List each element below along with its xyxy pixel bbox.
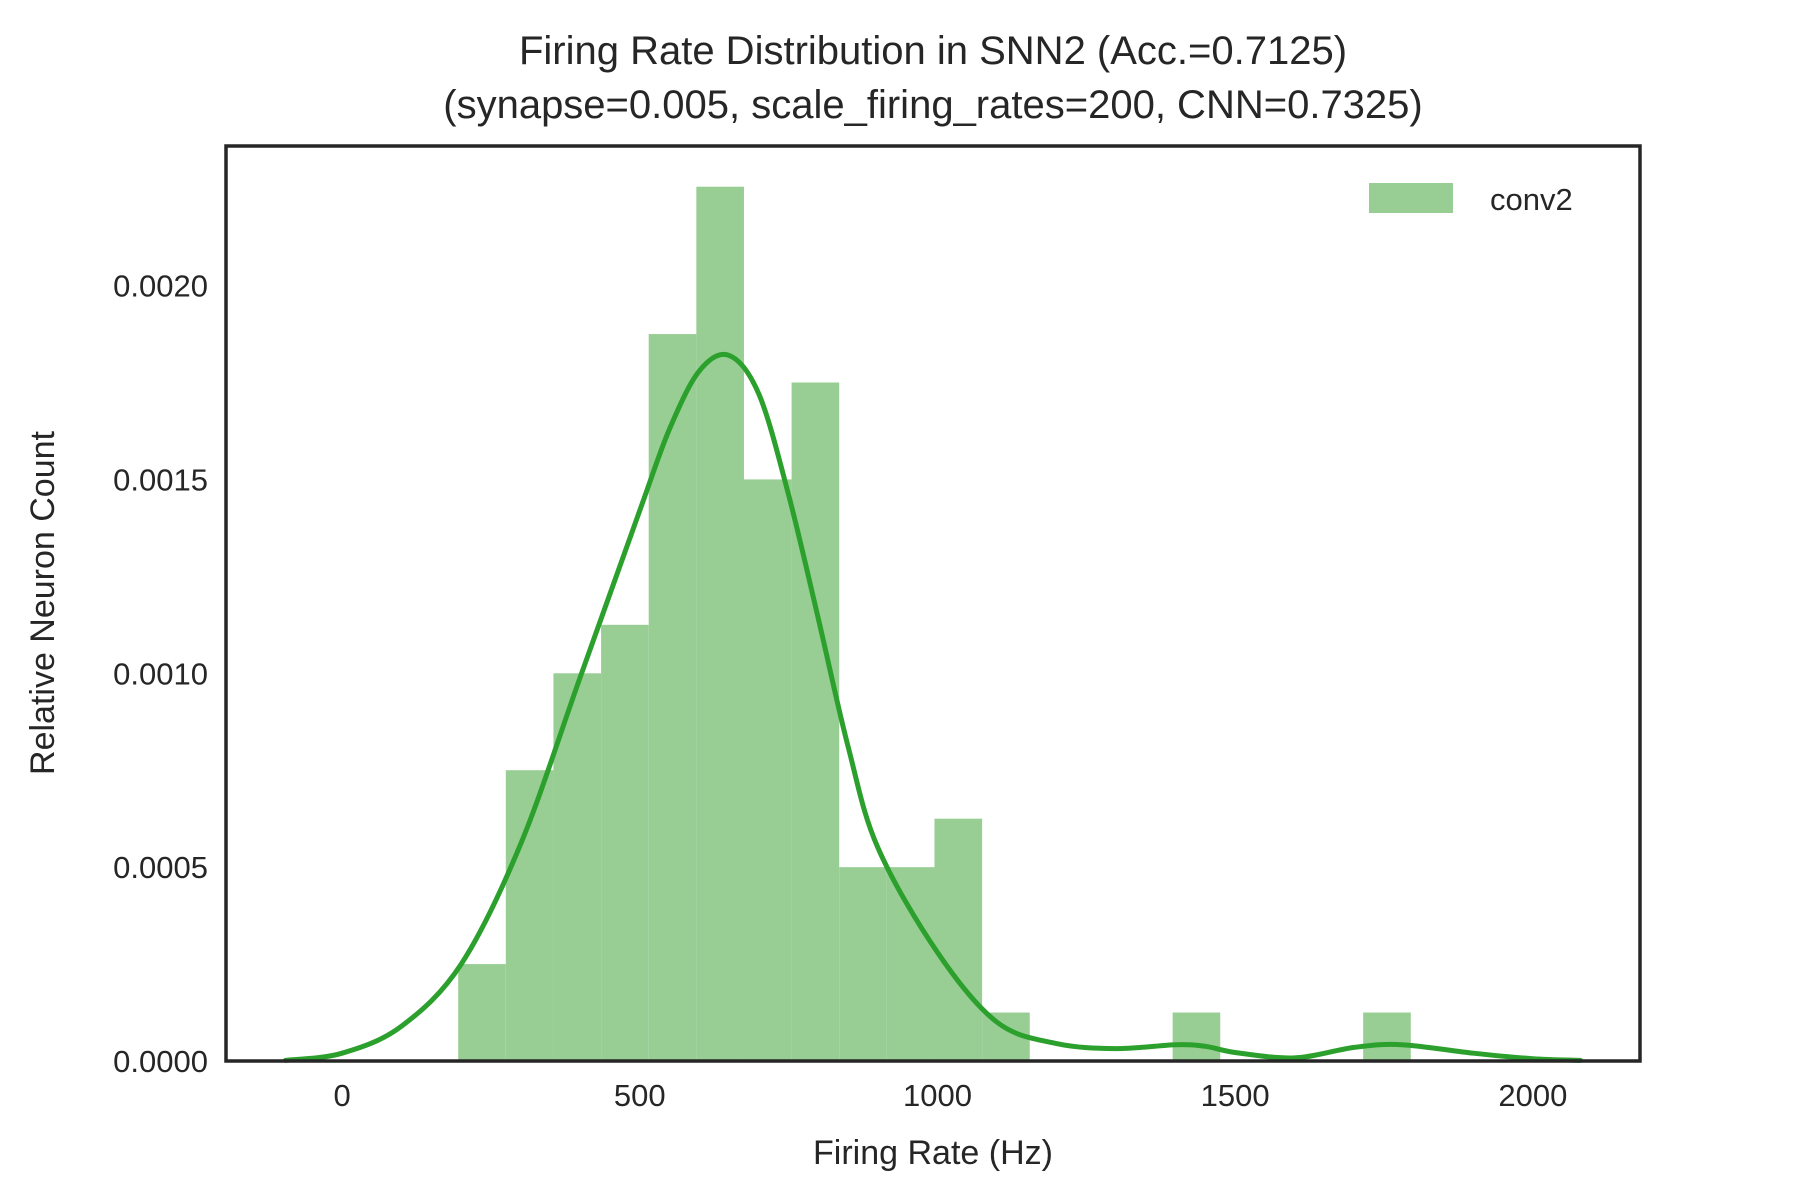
histogram-bar <box>1172 1012 1221 1061</box>
x-tick-label: 1000 <box>903 1078 972 1113</box>
histogram-bar <box>934 818 983 1061</box>
histogram-bar <box>696 186 744 1062</box>
y-tick-label: 0.0005 <box>113 850 208 885</box>
y-tick-label: 0.0015 <box>113 462 208 497</box>
y-axis-label: Relative Neuron Count <box>24 430 62 775</box>
plot-frame <box>224 144 1642 1063</box>
histogram-bars <box>458 186 1411 1062</box>
histogram-bar <box>743 479 792 1061</box>
y-tick-label: 0.0000 <box>113 1044 208 1079</box>
histogram-bar <box>648 334 697 1061</box>
y-axis-ticks: 0.0000 0.0005 0.0010 0.0015 0.0020 <box>113 269 208 1079</box>
histogram-bar <box>458 964 506 1061</box>
histogram-bar <box>791 382 840 1061</box>
histogram-bar <box>839 867 887 1061</box>
legend-label-conv2: conv2 <box>1490 182 1573 217</box>
x-axis-ticks: 0 500 1000 1500 2000 <box>333 1078 1567 1113</box>
chart-title: Firing Rate Distribution in SNN2 (Acc.=0… <box>519 29 1347 73</box>
chart-subtitle: (synapse=0.005, scale_firing_rates=200, … <box>443 83 1423 127</box>
histogram-bar <box>1363 1012 1411 1061</box>
x-tick-label: 0 <box>333 1078 350 1113</box>
legend: conv2 <box>1369 182 1573 217</box>
histogram-bar <box>505 770 554 1061</box>
x-tick-label: 2000 <box>1498 1078 1567 1113</box>
y-tick-label: 0.0020 <box>113 269 208 304</box>
y-tick-label: 0.0010 <box>113 656 208 691</box>
legend-swatch-conv2 <box>1369 183 1453 213</box>
x-tick-label: 1500 <box>1201 1078 1270 1113</box>
x-axis-label: Firing Rate (Hz) <box>813 1134 1053 1172</box>
histogram-bar <box>886 867 935 1061</box>
histogram-bar <box>601 624 649 1061</box>
x-tick-label: 500 <box>614 1078 666 1113</box>
density-curve-layer <box>283 351 1583 1063</box>
kde-density-curve <box>283 351 1583 1063</box>
